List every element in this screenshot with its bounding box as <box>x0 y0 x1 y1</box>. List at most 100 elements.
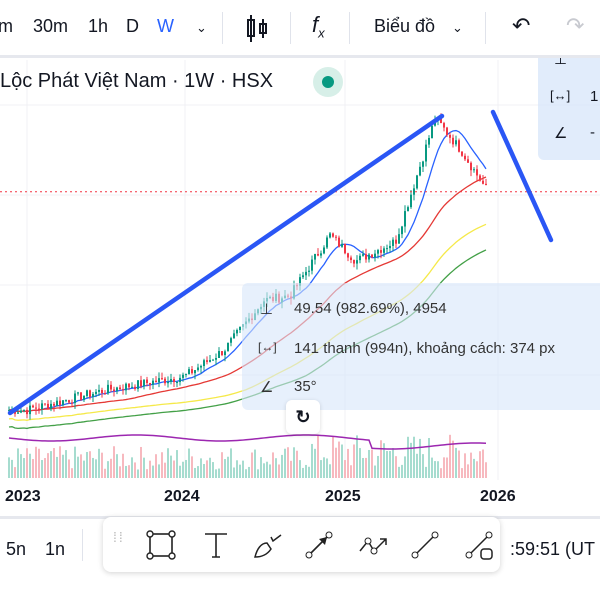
candle <box>380 250 382 253</box>
volume-bar <box>83 460 85 478</box>
interval-w[interactable]: W <box>157 16 174 36</box>
candle <box>155 380 157 383</box>
volume-bar <box>485 462 487 478</box>
candle <box>35 407 37 409</box>
volume-bar <box>404 456 406 478</box>
volume-bar <box>98 448 100 478</box>
interval-1h[interactable]: 1h <box>88 16 109 36</box>
indicators-icon[interactable]: fx <box>312 12 325 41</box>
volume-bar <box>395 456 397 478</box>
candle <box>194 370 196 374</box>
redo-icon[interactable]: ↷ <box>566 13 585 38</box>
volume-bar <box>356 435 358 478</box>
volume-bar <box>71 468 73 478</box>
candle <box>116 387 118 392</box>
candle <box>299 277 301 286</box>
volume-bar <box>233 467 235 478</box>
volume-bar <box>140 446 142 478</box>
volume-bar <box>455 447 457 478</box>
path-tool-icon[interactable] <box>358 529 390 561</box>
interval-30m[interactable]: 30m <box>33 16 69 36</box>
undo-icon[interactable]: ↶ <box>512 13 531 38</box>
volume-bar <box>182 461 184 478</box>
chart-type-button[interactable]: Biểu đồ <box>374 16 436 36</box>
range-1n[interactable]: 1n <box>45 539 66 559</box>
candle <box>188 369 190 375</box>
rectangle-tool-icon[interactable] <box>145 529 177 561</box>
reset-icon[interactable]: ↻ <box>286 400 320 434</box>
volume-bar <box>278 464 280 478</box>
volume-bar <box>95 459 97 478</box>
volume-bar <box>176 450 178 478</box>
volume-bar <box>332 436 334 478</box>
line-tools-icon[interactable] <box>463 529 495 561</box>
candle <box>137 380 139 389</box>
candle <box>71 402 73 404</box>
candle <box>179 377 181 383</box>
symbol-legend[interactable]: Lộc Phát Việt Nam · 1W · HSX <box>0 70 274 92</box>
candle <box>83 395 85 400</box>
candle <box>311 259 313 271</box>
volume-bar <box>266 461 268 478</box>
volume-bar <box>308 466 310 478</box>
bars-distance: 141 thanh (994n), khoảng cách: 374 px <box>294 340 556 357</box>
candles-icon[interactable] <box>245 14 269 44</box>
candle <box>50 403 52 409</box>
chevron-down-icon[interactable]: ⌄ <box>196 20 207 35</box>
candle <box>74 393 76 403</box>
volume-bar <box>152 465 154 478</box>
candle <box>80 392 82 400</box>
volume-bar <box>104 468 106 478</box>
drawing-toolbar: ⁞⁞ <box>103 517 500 572</box>
candle <box>41 403 43 410</box>
candle <box>389 245 391 249</box>
arrow-tool-icon[interactable] <box>303 529 335 561</box>
brush-tool-icon[interactable] <box>251 529 283 561</box>
volume-bar <box>155 454 157 478</box>
volume-bar <box>224 459 226 478</box>
volume-bar <box>317 435 319 478</box>
clock: :59:51 (UT <box>510 539 596 559</box>
volume-bar <box>452 440 454 478</box>
volume-bar <box>122 453 124 478</box>
volume-bar <box>35 446 37 478</box>
candle <box>227 342 229 352</box>
volume-bar <box>461 468 463 478</box>
candle <box>239 326 241 330</box>
trend-line-tool-icon[interactable] <box>409 529 441 561</box>
volume-bar <box>443 457 445 478</box>
candle <box>335 236 337 238</box>
volume-bar <box>353 444 355 478</box>
text-tool-icon[interactable] <box>200 529 232 561</box>
interval-m[interactable]: m <box>0 16 13 36</box>
candle <box>374 253 376 258</box>
volume-bar <box>365 457 367 478</box>
volume-bar <box>89 451 91 478</box>
volume-bar <box>275 458 277 478</box>
bars-value: 1 <box>590 88 599 105</box>
candle <box>401 226 403 235</box>
candle <box>230 338 232 343</box>
volume-ma-line <box>8 434 487 450</box>
candle <box>203 360 205 367</box>
candle <box>20 410 22 413</box>
volume-bar <box>341 444 343 478</box>
volume-bar <box>338 441 340 478</box>
volume-bar <box>212 462 214 478</box>
candle <box>431 125 433 138</box>
drag-handle-icon[interactable]: ⁞⁞ <box>113 529 125 545</box>
candle <box>347 253 349 258</box>
range-5n[interactable]: 5n <box>6 539 27 559</box>
candle <box>398 234 400 244</box>
chevron-down-icon[interactable]: ⌄ <box>452 20 463 35</box>
candle <box>458 140 460 152</box>
candle <box>323 247 325 254</box>
candle <box>158 378 160 383</box>
interval-d[interactable]: D <box>126 16 139 36</box>
measure-tooltip: ⊥ 49.54 (982.69%), 4954 [↔] 141 thanh (9… <box>242 283 600 410</box>
volume-bar <box>299 460 301 478</box>
market-status-icon <box>313 67 343 97</box>
volume-bar <box>437 461 439 478</box>
volume-bar <box>23 458 25 478</box>
volume-bar <box>8 457 10 478</box>
